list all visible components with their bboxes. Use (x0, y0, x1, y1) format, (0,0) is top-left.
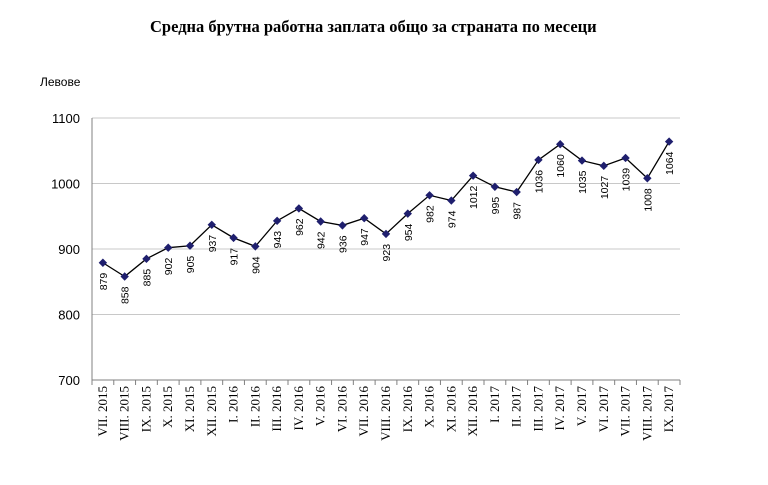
data-point (98, 258, 108, 267)
data-label: 987 (512, 202, 524, 220)
data-label: 1012 (468, 185, 480, 209)
data-point (164, 243, 173, 252)
data-point (425, 191, 434, 200)
x-tick-label: V. 2016 (313, 386, 328, 427)
data-point (468, 171, 478, 180)
data-label: 947 (359, 228, 371, 246)
data-point (577, 156, 587, 165)
data-point (294, 204, 304, 213)
data-label: 1064 (664, 151, 676, 175)
data-point (643, 174, 652, 183)
data-label: 1039 (621, 168, 633, 192)
data-point (534, 155, 543, 165)
x-tick-label: VII. 2017 (618, 386, 633, 437)
data-label: 1060 (555, 154, 567, 178)
data-point (381, 229, 391, 239)
x-tick-label: I. 2016 (226, 386, 241, 423)
x-tick-label: XII. 2015 (204, 386, 219, 437)
x-tick-label: XI. 2015 (182, 386, 197, 432)
x-tick-label: II. 2016 (247, 386, 262, 428)
data-point (338, 221, 347, 230)
data-point (185, 241, 195, 250)
data-label: 942 (316, 231, 328, 249)
x-tick-label: IV. 2017 (552, 386, 567, 431)
data-point (447, 196, 456, 205)
data-label: 1036 (533, 170, 545, 194)
x-tick-label: VII. 2016 (356, 386, 371, 437)
x-tick-label: III. 2017 (530, 386, 545, 432)
data-label: 879 (98, 273, 110, 291)
x-tick-label: V. 2017 (574, 386, 589, 427)
x-tick-label: VIII. 2017 (639, 386, 654, 441)
y-tick-label: 900 (58, 242, 80, 257)
data-point (490, 182, 500, 191)
x-tick-label: VII. 2015 (95, 386, 110, 437)
data-point (229, 233, 238, 243)
data-point (316, 217, 325, 226)
x-tick-label: VIII. 2015 (117, 386, 132, 441)
x-tick-label: II. 2017 (509, 386, 524, 428)
data-label: 982 (425, 205, 437, 223)
x-tick-label: X. 2016 (422, 386, 437, 428)
data-label: 954 (403, 223, 415, 241)
data-point (664, 137, 674, 146)
data-label: 885 (141, 269, 153, 287)
data-point (556, 140, 565, 149)
y-tick-label: 1100 (52, 111, 80, 126)
x-tick-label: I. 2017 (487, 386, 502, 423)
y-tick-label: 700 (58, 373, 80, 388)
x-tick-label: IV. 2016 (291, 386, 306, 431)
y-axis-label: Левове (40, 75, 81, 89)
data-point (272, 216, 282, 226)
data-point (403, 209, 412, 218)
data-label: 858 (120, 286, 132, 304)
x-tick-label: VI. 2017 (596, 386, 611, 433)
data-label: 1035 (577, 170, 589, 194)
x-tick-label: VIII. 2016 (378, 386, 393, 441)
data-label: 905 (185, 256, 197, 274)
data-point (120, 272, 129, 281)
x-tick-label: III. 2016 (269, 386, 284, 432)
y-tick-label: 1000 (51, 177, 80, 192)
x-tick-label: IX. 2015 (138, 386, 153, 432)
data-label: 937 (207, 235, 219, 253)
data-label: 923 (381, 244, 393, 262)
y-tick-label: 800 (58, 308, 80, 323)
x-tick-label: X. 2015 (160, 386, 175, 428)
data-point (512, 187, 521, 197)
data-label: 936 (337, 235, 349, 253)
x-tick-label: IX. 2016 (400, 386, 415, 433)
chart-title: Средна брутна работна заплата общо за ст… (150, 17, 597, 36)
x-tick-label: XII. 2016 (465, 386, 480, 437)
data-point (621, 153, 630, 163)
data-label: 1027 (599, 176, 611, 200)
data-point (360, 214, 369, 223)
data-label: 904 (250, 256, 262, 274)
x-tick-label: IX. 2017 (661, 386, 676, 433)
x-tick-label: VI. 2016 (334, 386, 349, 433)
data-point (207, 220, 216, 229)
data-point (251, 242, 260, 251)
data-label: 1008 (642, 188, 654, 212)
x-tick-label: XI. 2016 (443, 386, 458, 433)
data-label: 902 (163, 258, 175, 276)
data-point (142, 254, 151, 264)
data-label: 962 (294, 218, 306, 236)
data-point (599, 161, 608, 171)
data-label: 943 (272, 231, 284, 249)
data-label: 995 (490, 197, 502, 215)
data-label: 974 (446, 210, 458, 228)
data-label: 917 (229, 248, 241, 266)
